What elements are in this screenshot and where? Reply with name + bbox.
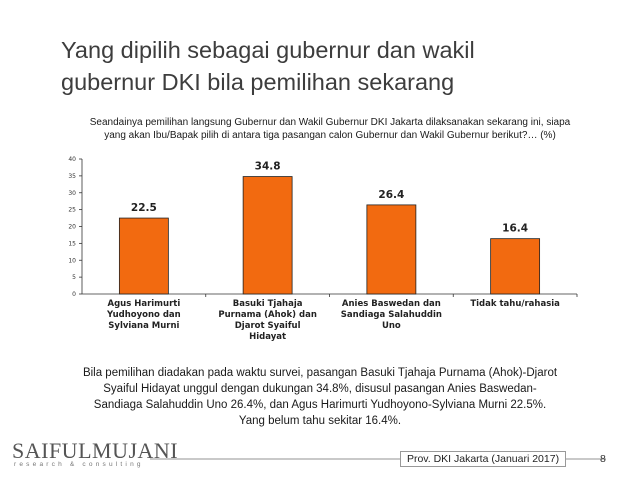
survey-question: Seandainya pemilihan langsung Gubernur d… (70, 116, 590, 142)
survey-question-line-1: Seandainya pemilihan langsung Gubernur d… (89, 117, 571, 128)
data-label: 26.4 (378, 189, 404, 201)
category-label: Purnama (Ahok) dan (218, 310, 317, 320)
summary-text: Bila pemilihan diadakan pada waktu surve… (50, 365, 590, 429)
slide-title-line-2: gubernur DKI bila pemilihan sekarang (61, 69, 455, 95)
category-label: Basuki Tjahaja (233, 299, 303, 309)
category-label: Uno (382, 321, 401, 331)
bar (118, 217, 169, 295)
summary-line-4: Yang belum tahu sekitar 16.4%. (238, 415, 402, 427)
footer-divider (150, 458, 606, 460)
category-label: Sylviana Murni (108, 321, 179, 331)
category-label: Djarot Syaiful (235, 321, 301, 331)
y-tick-label: 25 (68, 207, 76, 214)
bar (366, 204, 417, 295)
y-tick-label: 30 (68, 190, 76, 197)
y-tick-label: 0 (72, 291, 76, 298)
category-label: Sandiaga Salahuddin (341, 310, 442, 320)
data-label: 16.4 (502, 223, 528, 235)
bar (242, 176, 293, 295)
company-tagline: research & consulting (14, 461, 144, 468)
y-tick-label: 40 (68, 156, 76, 163)
category-label: Hidayat (249, 332, 286, 342)
y-tick-label: 15 (68, 240, 76, 247)
category-label: Anies Baswedan dan (342, 299, 441, 309)
y-tick-label: 20 (68, 224, 76, 231)
survey-question-line-2: yang akan Ibu/Bapak pilih di antara tiga… (104, 130, 556, 141)
y-tick-label: 35 (68, 173, 76, 180)
category-label: Agus Harimurti (107, 299, 180, 309)
y-tick-label: 10 (68, 257, 76, 264)
footer-source: Prov. DKI Jakarta (Januari 2017) (400, 451, 566, 467)
bar-chart: 0 5 10 15 20 25 30 35 40 22.5 Agus HarimurtiYudhoy… (68, 156, 578, 342)
bar (490, 238, 541, 295)
summary-line-2: Syaiful Hidayat unggul dengan dukungan 3… (103, 383, 537, 395)
data-label: 22.5 (131, 202, 157, 214)
data-label: 34.8 (255, 161, 281, 173)
summary-line-1: Bila pemilihan diadakan pada waktu surve… (82, 367, 558, 379)
summary-line-3: Sandiaga Salahuddin Uno 26.4%, dan Agus … (93, 399, 547, 411)
y-tick-label: 5 (72, 274, 76, 281)
slide-title: Yang dipilih sebagai gubernur dan wakil … (61, 34, 621, 98)
category-label: Yudhoyono dan (106, 310, 181, 320)
category-label: Tidak tahu/rahasia (470, 299, 560, 309)
page-number: 8 (600, 453, 606, 465)
slide-title-line-1: Yang dipilih sebagai gubernur dan wakil (61, 37, 475, 63)
